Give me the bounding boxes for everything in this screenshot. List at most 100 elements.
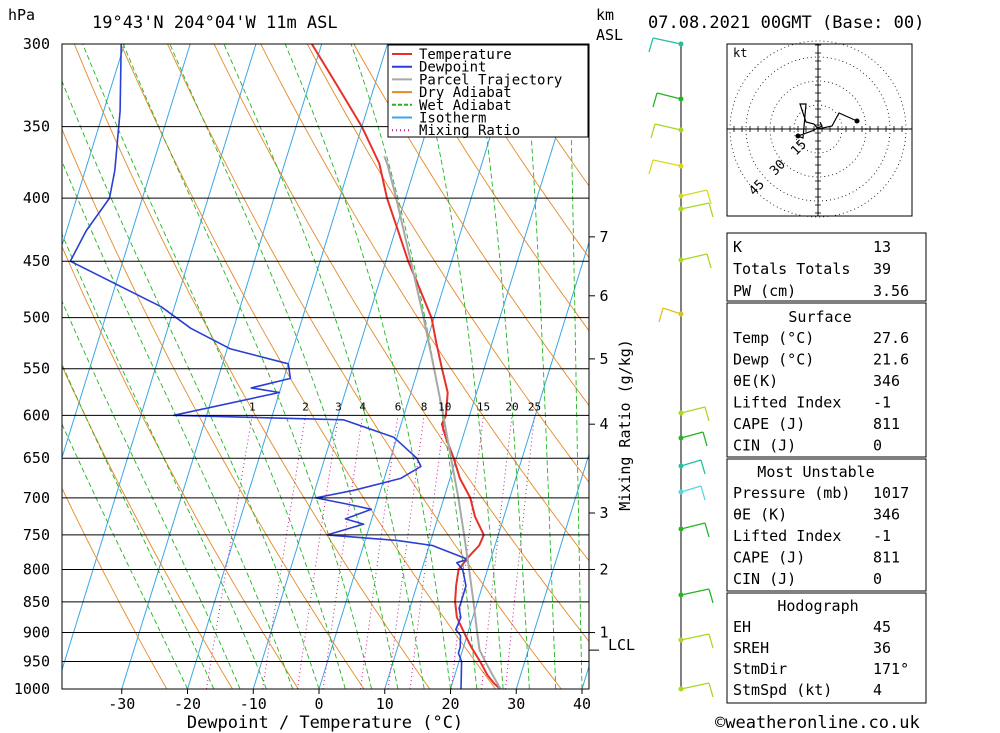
wind-barb xyxy=(656,92,682,100)
most-unstable-box xyxy=(726,458,927,592)
most-unstable-row-value: 811 xyxy=(873,549,900,567)
pressure-unit-label: hPa xyxy=(8,6,35,24)
legend-label: Temperature xyxy=(419,47,512,63)
wet-adiabat-line xyxy=(62,363,215,689)
mixing-ratio-line xyxy=(205,415,253,689)
legend-label: Dry Adiabat xyxy=(419,85,512,101)
x-tick-label: 10 xyxy=(376,695,394,713)
mixing-ratio-tick-label: 10 xyxy=(438,400,451,413)
wind-barb xyxy=(680,253,708,261)
wind-barb xyxy=(680,588,710,596)
hodograph-point xyxy=(795,133,801,139)
isotherm-line xyxy=(450,240,589,689)
pressure-tick-label: 500 xyxy=(23,309,50,327)
hodograph-table-row-label: EH xyxy=(733,618,751,636)
wind-barb-flag xyxy=(704,406,710,422)
dry-adiabat-line xyxy=(120,44,496,689)
dry-adiabat-line xyxy=(960,44,1000,689)
surface-row-label: Temp (°C) xyxy=(733,329,814,347)
surface-row-value: -1 xyxy=(873,394,891,412)
surface-row-label: CAPE (J) xyxy=(733,415,805,433)
most-unstable-row-label: Pressure (mb) xyxy=(733,484,850,502)
wind-barb xyxy=(662,307,682,315)
pressure-tick-label: 600 xyxy=(23,406,50,424)
surface-row-label: Lifted Index xyxy=(733,394,841,412)
surface-row-label: Dewp (°C) xyxy=(733,351,814,369)
most-unstable-row-value: -1 xyxy=(873,527,891,545)
asl-unit-label: ASL xyxy=(596,26,623,44)
wind-barb-flag xyxy=(708,202,714,218)
mixing-ratio-tick-label: 25 xyxy=(528,400,541,413)
legend-label: Mixing Ratio xyxy=(419,123,520,139)
wind-barb-flag xyxy=(700,459,706,475)
height-tick-label: 7 xyxy=(599,228,608,246)
pressure-tick-label: 550 xyxy=(23,360,50,378)
x-tick-label: -20 xyxy=(174,695,201,713)
wet-adiabat-line xyxy=(350,44,478,689)
height-tick-label: 2 xyxy=(599,560,608,578)
lcl-label: LCL xyxy=(608,636,635,654)
pressure-tick-label: 850 xyxy=(23,593,50,611)
isotherm-line xyxy=(252,44,454,689)
isotherm-line xyxy=(121,44,323,689)
wet-adiabat-line xyxy=(62,300,241,689)
legend-label: Wet Adiabat xyxy=(419,98,512,114)
isotherm-line xyxy=(318,44,520,689)
wet-adiabat-line xyxy=(62,423,188,689)
pressure-tick-label: 450 xyxy=(23,252,50,270)
datetime-title: 07.08.2021 00GMT (Base: 00) xyxy=(648,13,924,33)
surface-row-value: 27.6 xyxy=(873,329,909,347)
mixing-ratio-tick-label: 6 xyxy=(395,400,402,413)
series-layer xyxy=(69,44,502,689)
hodograph-table-row-value: 36 xyxy=(873,639,891,657)
wind-barb-flag xyxy=(708,682,714,698)
mixing-ratio-tick-label: 3 xyxy=(335,400,342,413)
wind-barb-flag xyxy=(648,37,654,53)
height-tick-label: 5 xyxy=(599,350,608,368)
hodograph-unit: kt xyxy=(733,46,747,60)
pressure-tick-label: 900 xyxy=(23,624,50,642)
wet-adiabat-line xyxy=(62,80,320,689)
wet-adiabat-line xyxy=(169,44,399,689)
indices-row-value: 13 xyxy=(873,238,891,256)
hodograph-trace xyxy=(796,103,858,139)
dewpoint-line xyxy=(69,44,469,689)
wind-barb xyxy=(680,633,710,641)
indices-row-value: 39 xyxy=(873,260,891,278)
surface-row-value: 346 xyxy=(873,372,900,390)
x-tick-label: -30 xyxy=(108,695,135,713)
dry-adiabat-line xyxy=(400,44,589,332)
mixing-ratio-line xyxy=(322,415,364,689)
surface-row-label: CIN (J) xyxy=(733,437,796,455)
wind-barb xyxy=(680,431,704,439)
mixing-ratio-tick-label: 8 xyxy=(421,400,428,413)
wind-barb-flag xyxy=(700,485,706,501)
isotherm-line xyxy=(187,44,388,689)
x-tick-label: 40 xyxy=(573,695,591,713)
isotherm-line xyxy=(62,44,191,460)
wind-barb xyxy=(680,522,706,530)
dry-adiabat-line xyxy=(167,44,562,689)
wind-barb xyxy=(680,202,710,210)
temperature-line xyxy=(310,44,502,689)
pressure-tick-label: 300 xyxy=(23,35,50,53)
isotherm-line xyxy=(384,44,586,689)
height-tick-label: 1 xyxy=(599,624,608,642)
wind-barb xyxy=(652,37,682,45)
mixing-ratio-tick-label: 2 xyxy=(302,400,309,413)
copyright-text: ©weatheronline.co.uk xyxy=(715,713,920,733)
most-unstable-row-value: 0 xyxy=(873,570,882,588)
pressure-tick-label: 750 xyxy=(23,526,50,544)
hodograph-table-row-label: StmSpd (kt) xyxy=(733,681,832,699)
pressure-tick-label: 950 xyxy=(23,653,50,671)
legend-box xyxy=(387,44,589,138)
wind-barb-flag xyxy=(702,431,708,447)
wet-adiabat-line xyxy=(568,44,583,689)
wind-barb-flag xyxy=(650,123,656,139)
wind-barb-flag xyxy=(708,633,714,649)
location-title: 19°43'N 204°04'W 11m ASL xyxy=(92,13,338,33)
x-tick-label: 30 xyxy=(507,695,525,713)
x-axis-label: Dewpoint / Temperature (°C) xyxy=(187,713,463,733)
isotherm-line xyxy=(62,44,257,672)
